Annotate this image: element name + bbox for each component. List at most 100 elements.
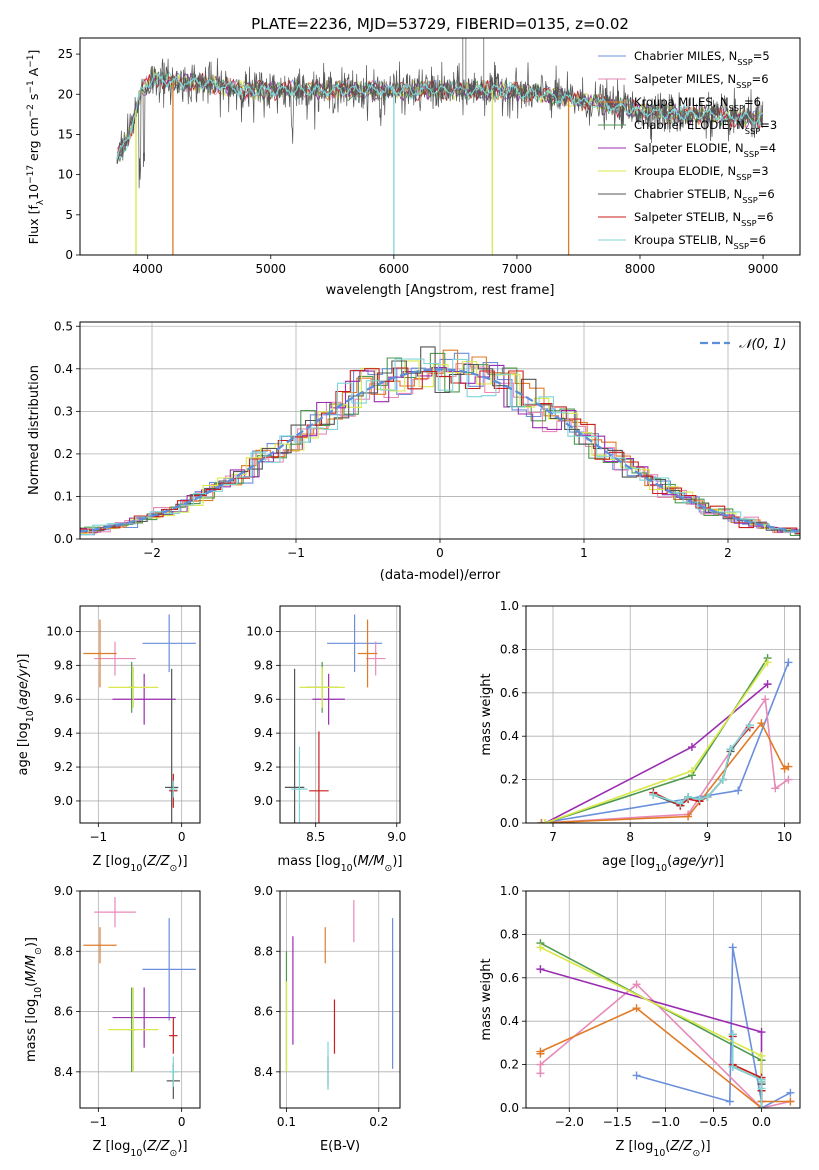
weight_vs_age-xtick-label: 8 bbox=[626, 830, 634, 844]
age_vs_Z-frame bbox=[79, 605, 201, 824]
mass_vs_Z-axes: −1 0 8.4 8.6 8.8 9.0 bbox=[54, 884, 200, 1129]
weight-marker bbox=[537, 819, 546, 823]
spectrum-ytick-label: 25 bbox=[58, 47, 73, 61]
mass_vs_ebv-xtick-label: 0.2 bbox=[369, 1115, 388, 1129]
weight-marker bbox=[734, 786, 743, 795]
age_vs_mass-ytick-label: 9.2 bbox=[254, 760, 273, 774]
spectrum-xtick-label: 9000 bbox=[748, 262, 779, 276]
spectrum-ytick-label: 5 bbox=[65, 208, 73, 222]
age_vs_mass-frame bbox=[279, 605, 401, 824]
weight-marker bbox=[757, 1084, 766, 1093]
legend-entry: Chabrier STELIB, NSSP=6 bbox=[634, 187, 775, 205]
normal-curve bbox=[80, 368, 800, 533]
weight_vs_Z-xtick-label: 0.0 bbox=[752, 1115, 771, 1129]
weight-line bbox=[540, 946, 763, 1108]
weight-marker bbox=[536, 1047, 545, 1056]
mass_vs_Z-ytick-label: 8.8 bbox=[54, 944, 73, 958]
spectrum-ytick-label: 20 bbox=[58, 87, 73, 101]
weight-marker bbox=[649, 790, 658, 799]
weight_vs_age-ytick-label: 0.6 bbox=[500, 686, 519, 700]
residual-histogram bbox=[80, 360, 800, 535]
spectrum-ytick-label: 10 bbox=[58, 168, 73, 182]
residuals-xtick-label: 0 bbox=[436, 546, 444, 560]
legend-entry: Kroupa ELODIE, NSSP=3 bbox=[634, 164, 769, 182]
weight-marker bbox=[784, 762, 793, 771]
weight-marker bbox=[687, 743, 696, 752]
figure-title: PLATE=2236, MJD=53729, FIBERID=0135, z=0… bbox=[251, 15, 629, 33]
age_vs_Z-ytick-label: 9.0 bbox=[54, 794, 73, 808]
mass_vs_Z-xtick-label: 0 bbox=[178, 1115, 186, 1129]
weight-marker bbox=[632, 1004, 641, 1013]
weight_vs_Z-xtick-label: −2.0 bbox=[555, 1115, 584, 1129]
age_vs_Z-xtick-label: 0 bbox=[178, 830, 186, 844]
age_vs_Z-ytick-label: 9.4 bbox=[54, 726, 73, 740]
spectrum-frame bbox=[79, 37, 801, 256]
mass_vs_ebv-ytick-label: 8.8 bbox=[254, 944, 273, 958]
weight-marker bbox=[728, 1030, 737, 1039]
age_vs_mass-ytick-label: 9.0 bbox=[254, 794, 273, 808]
weight-marker bbox=[684, 792, 693, 801]
weight-marker bbox=[632, 1071, 641, 1080]
residual-histogram bbox=[80, 364, 800, 533]
legend-entry: Chabrier ELODIE, NSSP=3 bbox=[634, 118, 777, 136]
age_vs_Z-xtick-label: −1 bbox=[89, 830, 107, 844]
weight-marker bbox=[536, 943, 545, 952]
weight-marker bbox=[784, 775, 793, 784]
age_vs_mass-xtick-label: 8.5 bbox=[306, 830, 325, 844]
residual-histogram bbox=[80, 358, 800, 536]
weight-line bbox=[541, 721, 789, 823]
mass_vs_Z-ytick-label: 9.0 bbox=[54, 884, 73, 898]
spectrum-ytick-label: 0 bbox=[65, 248, 73, 262]
legend-entry: Salpeter ELODIE, NSSP=4 bbox=[634, 141, 776, 159]
weight_vs_Z-ytick-label: 0.0 bbox=[500, 1101, 519, 1115]
mass_vs_Z-xtick-label: −1 bbox=[89, 1115, 107, 1129]
legend-entry: Salpeter MILES, NSSP=6 bbox=[634, 72, 769, 90]
age_vs_Z-points bbox=[83, 614, 196, 823]
residual-histogram bbox=[80, 363, 800, 534]
weight_vs_Z-ytick-label: 0.2 bbox=[500, 1058, 519, 1072]
weight-line bbox=[545, 661, 769, 823]
weight_vs_Z-ylabel: mass weight bbox=[479, 958, 494, 1040]
age_vs_mass-ytick-label: 9.6 bbox=[254, 692, 273, 706]
weight-marker bbox=[536, 1069, 545, 1078]
age_vs_mass-xtick-label: 9.0 bbox=[387, 830, 406, 844]
weight-marker bbox=[536, 965, 545, 974]
weight_vs_Z-axes: −2.0 −1.5 −1.0 −0.5 0.0 0.0 0.2 0.4 0.6 0.8 1.0 bbox=[500, 884, 800, 1129]
weight-marker bbox=[786, 1088, 795, 1097]
legend-entry: Kroupa MILES, NSSP=6 bbox=[634, 95, 761, 113]
legend-normal-label: 𝒩(0, 1) bbox=[739, 337, 786, 352]
weight-marker bbox=[632, 980, 641, 989]
weight_vs_age-axes: 7 8 9 10 0.0 0.2 0.4 0.6 0.8 1.0 bbox=[500, 599, 800, 844]
residuals-ytick-label: 0.4 bbox=[54, 362, 73, 376]
age_vs_Z-ytick-label: 9.8 bbox=[54, 658, 73, 672]
residuals-axes: −2 −1 0 1 2 0.0 0.1 0.2 0.3 0.4 0.5 bbox=[54, 319, 800, 560]
residuals-xtick-label: −2 bbox=[143, 546, 161, 560]
mass_vs_ebv-ytick-label: 9.0 bbox=[254, 884, 273, 898]
spectrum-legend bbox=[598, 55, 626, 241]
mass_vs_ebv-xtick-label: 0.1 bbox=[277, 1115, 296, 1129]
weight_vs_Z-xtick-label: −1.5 bbox=[603, 1115, 632, 1129]
mass_vs_ebv-points bbox=[285, 900, 394, 1090]
spectrum-xtick-label: 5000 bbox=[255, 262, 286, 276]
mass_vs_Z-ylabel: mass [log10(M/M⊙)] bbox=[24, 937, 44, 1062]
weight_vs_age-frame bbox=[525, 605, 801, 824]
weight-marker bbox=[703, 792, 712, 801]
spectrum-xlabel: wavelength [Angstrom, rest frame] bbox=[326, 283, 555, 298]
weight-marker bbox=[757, 1051, 766, 1060]
age_vs_Z-ytick-label: 9.6 bbox=[54, 692, 73, 706]
weight_vs_Z-ytick-label: 1.0 bbox=[500, 884, 519, 898]
weight_vs_age-ytick-label: 1.0 bbox=[500, 599, 519, 613]
residuals-ytick-label: 0.1 bbox=[54, 489, 73, 503]
spectrum-xtick-label: 7000 bbox=[502, 262, 533, 276]
weight-marker bbox=[541, 819, 550, 823]
weight-marker bbox=[784, 658, 793, 667]
age_vs_mass-points bbox=[284, 614, 386, 823]
weight-marker bbox=[745, 721, 754, 730]
weight_vs_Z-xlabel: Z [log10(Z/Z⊙)] bbox=[615, 1139, 710, 1159]
weight_vs_age-ylabel: mass weight bbox=[479, 673, 494, 755]
weight-marker bbox=[728, 1062, 737, 1071]
weight_vs_Z-xtick-label: −0.5 bbox=[699, 1115, 728, 1129]
weight_vs_age-ytick-label: 0.4 bbox=[500, 729, 519, 743]
age_vs_Z-xlabel: Z [log10(Z/Z⊙)] bbox=[92, 854, 187, 874]
mass_vs_ebv-ytick-label: 8.4 bbox=[254, 1065, 273, 1079]
